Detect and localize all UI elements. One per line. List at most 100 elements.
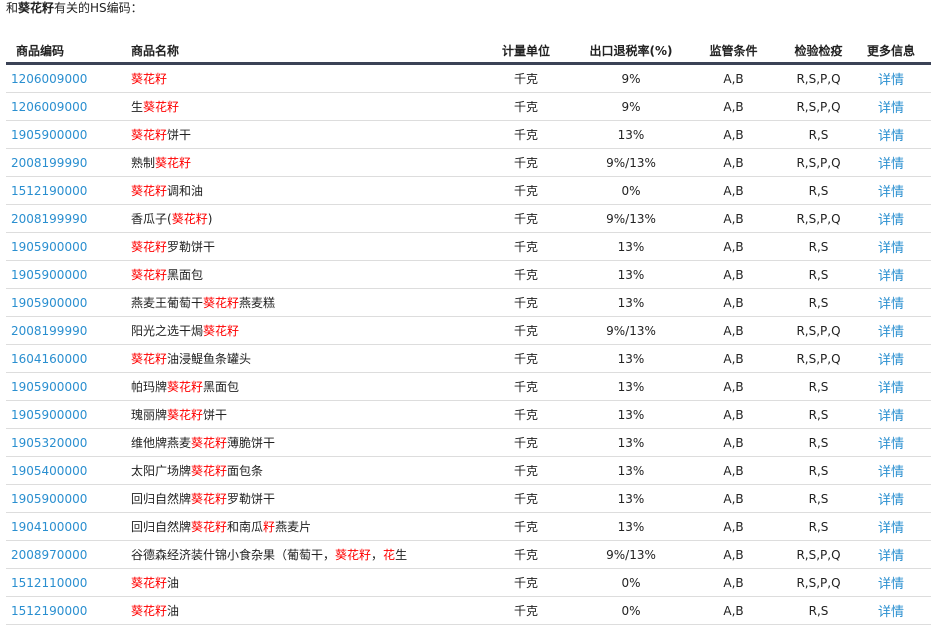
unit-cell: 千克: [471, 176, 581, 205]
unit-cell: 千克: [471, 92, 581, 121]
inspection-cell: R,S: [786, 120, 851, 149]
product-name: 太阳广场牌葵花籽面包条: [131, 456, 471, 485]
hs-code-link[interactable]: 1905900000: [6, 484, 131, 513]
details-link[interactable]: 详情: [877, 437, 904, 452]
table-row: 2008199990 香瓜子(葵花籽) 千克 9%/13% A,B R,S,P,Q 详情: [6, 204, 931, 233]
hs-code-link[interactable]: 1905900000: [6, 372, 131, 401]
details-link[interactable]: 详情: [877, 185, 904, 200]
name-highlight: 葵花籽: [203, 296, 240, 310]
details-link[interactable]: 详情: [877, 605, 904, 620]
hs-code-link[interactable]: 1905400000: [6, 456, 131, 485]
hs-code-link[interactable]: 1512190000: [6, 596, 131, 625]
details-link[interactable]: 详情: [877, 353, 904, 368]
hs-code-link[interactable]: 1905900000: [6, 400, 131, 429]
hs-code-link[interactable]: 1904100000: [6, 512, 131, 541]
product-name: 葵花籽饼干: [131, 120, 471, 149]
details-link[interactable]: 详情: [877, 381, 904, 396]
header-code: 商品编码: [6, 38, 131, 65]
product-name: 谷德森经济装什锦小食杂果（葡萄干，葵花籽，花生: [131, 540, 471, 569]
hs-code-link[interactable]: 1905900000: [6, 232, 131, 261]
product-name: 回归自然牌葵花籽和南瓜籽燕麦片: [131, 512, 471, 541]
conditions-cell: A,B: [681, 344, 786, 373]
table-row: 2008970000 谷德森经济装什锦小食杂果（葡萄干，葵花籽，花生 千克 9%/13…: [6, 540, 931, 569]
inspection-cell: R,S: [786, 260, 851, 289]
details-link[interactable]: 详情: [877, 409, 904, 424]
more-cell: 详情: [851, 596, 931, 625]
conditions-cell: A,B: [681, 540, 786, 569]
details-link[interactable]: 详情: [877, 129, 904, 144]
hs-code-link[interactable]: 1206009000: [6, 92, 131, 121]
details-link[interactable]: 详情: [877, 325, 904, 340]
name-highlight: 葵花籽: [171, 212, 208, 226]
conditions-cell: A,B: [681, 372, 786, 401]
header-inspection: 检验检疫: [786, 38, 851, 65]
product-name: 葵花籽油: [131, 596, 471, 625]
details-link[interactable]: 详情: [877, 297, 904, 312]
inspection-cell: R,S: [786, 428, 851, 457]
more-cell: 详情: [851, 540, 931, 569]
hs-code-link[interactable]: 2008199990: [6, 316, 131, 345]
table-row: 1905400000 太阳广场牌葵花籽面包条 千克 13% A,B R,S 详情: [6, 456, 931, 485]
hs-code-link[interactable]: 1604160000: [6, 344, 131, 373]
hs-code-link[interactable]: 1905900000: [6, 288, 131, 317]
more-cell: 详情: [851, 260, 931, 289]
inspection-cell: R,S,P,Q: [786, 316, 851, 345]
product-name: 瑰丽牌葵花籽饼干: [131, 400, 471, 429]
name-highlight: 葵花籽: [203, 324, 240, 338]
details-link[interactable]: 详情: [877, 577, 904, 592]
details-link[interactable]: 详情: [877, 213, 904, 228]
product-name: 回归自然牌葵花籽罗勒饼干: [131, 484, 471, 513]
more-cell: 详情: [851, 344, 931, 373]
unit-cell: 千克: [471, 400, 581, 429]
details-link[interactable]: 详情: [877, 73, 904, 88]
hs-code-link[interactable]: 2008199990: [6, 148, 131, 177]
details-link[interactable]: 详情: [877, 521, 904, 536]
hs-code-link[interactable]: 2008199990: [6, 204, 131, 233]
hs-code-link[interactable]: 1206009000: [6, 63, 131, 93]
name-highlight: 葵花籽: [131, 128, 168, 142]
product-name: 葵花籽调和油: [131, 176, 471, 205]
product-name: 阳光之选干焗葵花籽: [131, 316, 471, 345]
name-text: 香瓜子(: [131, 212, 172, 226]
name-text: 回归自然牌: [131, 492, 192, 506]
name-highlight: 葵花籽: [131, 576, 168, 590]
details-link[interactable]: 详情: [877, 465, 904, 480]
hs-code-link[interactable]: 1512190000: [6, 176, 131, 205]
hs-code-link[interactable]: 1905900000: [6, 260, 131, 289]
hs-code-link[interactable]: 1905900000: [6, 120, 131, 149]
more-cell: 详情: [851, 484, 931, 513]
rate-cell: 9%/13%: [581, 148, 681, 177]
conditions-cell: A,B: [681, 596, 786, 625]
details-link[interactable]: 详情: [877, 493, 904, 508]
rate-cell: 13%: [581, 512, 681, 541]
more-cell: 详情: [851, 148, 931, 177]
hs-code-table: 商品编码 商品名称 计量单位 出口退税率(%) 监管条件 检验检疫 更多信息 1…: [6, 38, 931, 625]
conditions-cell: A,B: [681, 456, 786, 485]
name-highlight: 葵花籽: [131, 184, 168, 198]
details-link[interactable]: 详情: [877, 549, 904, 564]
hs-code-link[interactable]: 2008970000: [6, 540, 131, 569]
name-text: 熟制: [131, 156, 156, 170]
name-highlight: 葵花籽: [131, 352, 168, 366]
name-highlight: 葵花籽: [131, 604, 168, 618]
details-link[interactable]: 详情: [877, 157, 904, 172]
rate-cell: 9%/13%: [581, 540, 681, 569]
details-link[interactable]: 详情: [877, 101, 904, 116]
hs-code-link[interactable]: 1512110000: [6, 568, 131, 597]
hs-code-link[interactable]: 1905320000: [6, 428, 131, 457]
details-link[interactable]: 详情: [877, 269, 904, 284]
details-link[interactable]: 详情: [877, 241, 904, 256]
inspection-cell: R,S,P,Q: [786, 92, 851, 121]
product-name: 葵花籽油浸鳀鱼条罐头: [131, 344, 471, 373]
unit-cell: 千克: [471, 63, 581, 93]
name-text: 面包条: [227, 464, 264, 478]
conditions-cell: A,B: [681, 63, 786, 93]
name-highlight: 花: [383, 548, 396, 562]
table-row: 1905900000 回归自然牌葵花籽罗勒饼干 千克 13% A,B R,S 详情: [6, 484, 931, 513]
product-name: 香瓜子(葵花籽): [131, 204, 471, 233]
conditions-cell: A,B: [681, 176, 786, 205]
header-name: 商品名称: [131, 38, 471, 65]
name-text: 油浸鳀鱼条罐头: [167, 352, 252, 366]
unit-cell: 千克: [471, 148, 581, 177]
table-row: 1905900000 瑰丽牌葵花籽饼干 千克 13% A,B R,S 详情: [6, 400, 931, 429]
